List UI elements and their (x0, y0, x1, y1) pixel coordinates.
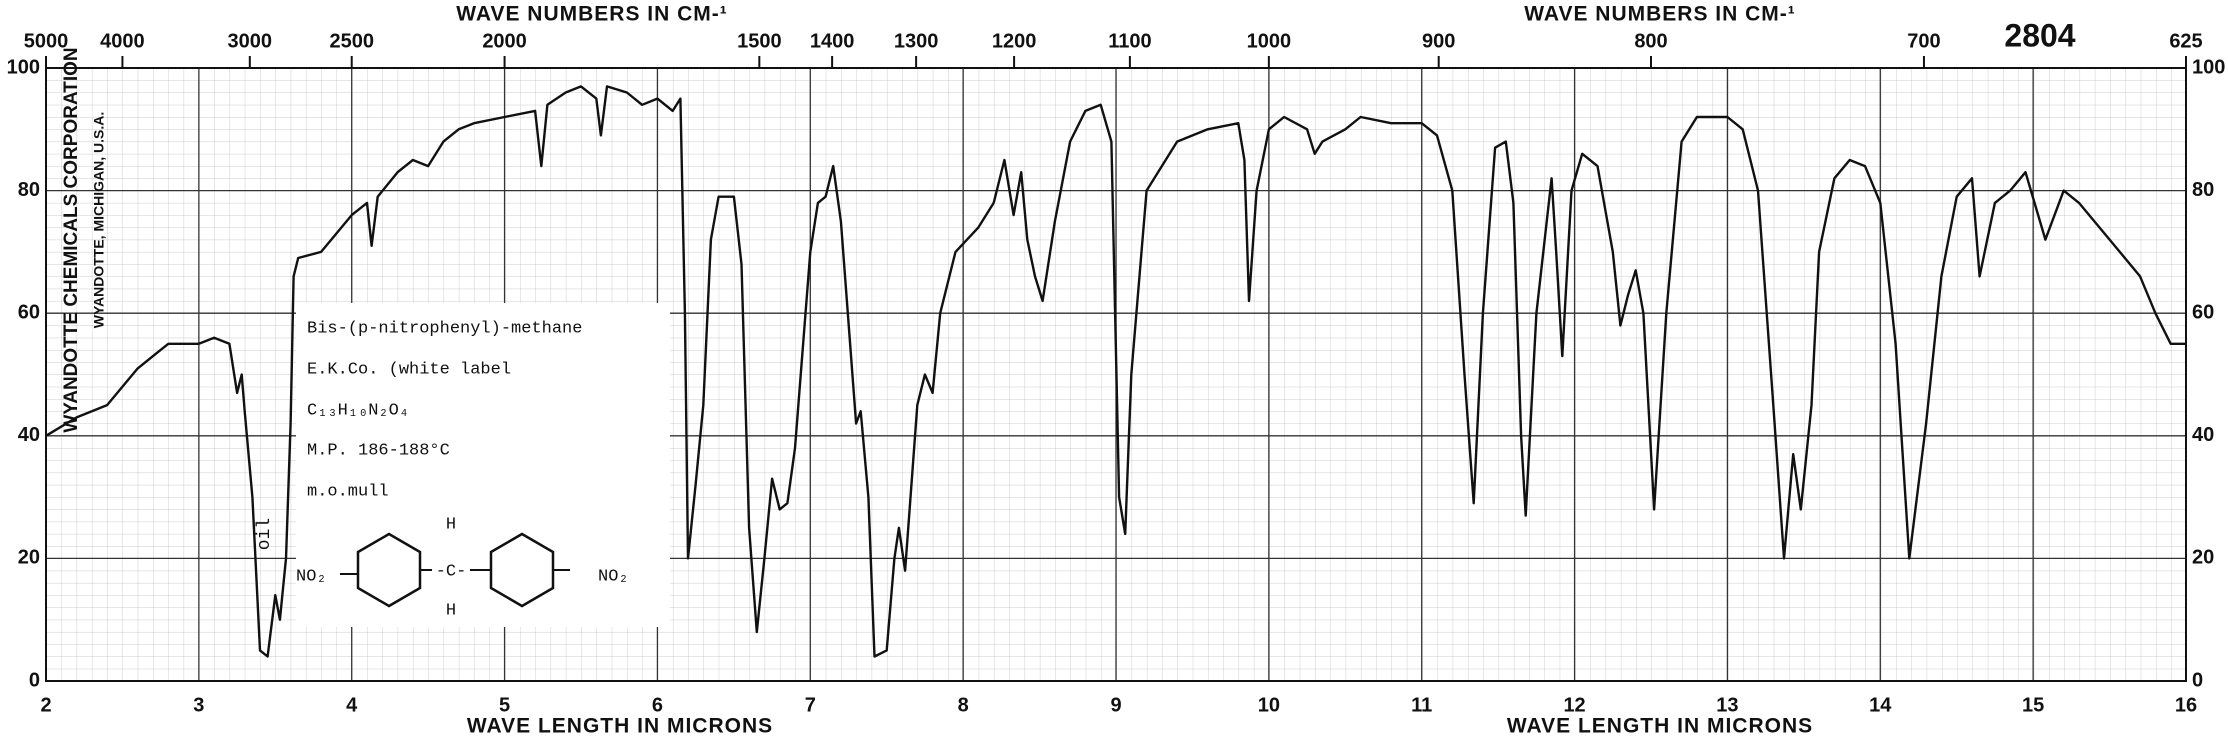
structure-label: H (446, 515, 456, 534)
x-tick-label: 3 (193, 694, 204, 716)
x-tick-label: 2 (40, 694, 51, 716)
company: WYANDOTTE CHEMICALS CORPORATION (61, 47, 82, 432)
y-tick-label: 0 (29, 669, 40, 691)
x2-tick-label: 700 (1907, 30, 1940, 52)
benzene-ring (489, 532, 555, 608)
y-tick-label: 0 (2192, 669, 2203, 691)
y-tick-label: 80 (2192, 179, 2214, 201)
x2-tick-label: 2500 (329, 30, 374, 52)
bonds (340, 569, 570, 575)
x2-tick-label: 625 (2169, 30, 2202, 52)
x2-tick-label: 4000 (100, 30, 145, 52)
x-axis-label: WAVE LENGTH IN MICRONS (467, 715, 773, 738)
benzene-ring (356, 532, 422, 608)
x-tick-label: 16 (2175, 694, 2197, 716)
y-tick-label: 100 (7, 56, 40, 78)
x2-tick-label: 1300 (894, 30, 939, 52)
x-tick-label: 15 (2022, 694, 2044, 716)
x2-tick-label: 1100 (1108, 30, 1151, 52)
annotation: oil (255, 518, 275, 550)
y-tick-label: 20 (2192, 547, 2214, 569)
y-tick-label: 60 (2192, 301, 2214, 323)
x-tick-label: 14 (1869, 694, 1892, 716)
x-tick-label: 13 (1716, 694, 1738, 716)
structure-label: NO₂ (296, 567, 327, 586)
x-tick-label: 6 (652, 694, 663, 716)
plot-frame (45, 67, 2187, 682)
x2-axis-label: WAVE NUMBERS IN CM-¹ (1524, 3, 1796, 26)
sample-mp: M.P. 186-188°C (307, 441, 450, 460)
y-tick-label: 40 (18, 424, 40, 446)
x2-tick-label: 1000 (1247, 30, 1292, 52)
sample-source: E.K.Co. (white label (307, 360, 511, 379)
y-tick-label: 20 (18, 547, 40, 569)
x-tick-label: 7 (805, 694, 816, 716)
x-tick-label: 5 (499, 694, 510, 716)
x-tick-label: 10 (1258, 694, 1280, 716)
x2-tick-label: 1500 (737, 30, 782, 52)
sample-method: m.o.mull (307, 482, 389, 501)
sample-inset: Bis-(p-nitrophenyl)-methane E.K.Co. (whi… (296, 303, 670, 627)
sample-formula: C₁₃H₁₀N₂O₄ (307, 401, 409, 420)
structure-label: NO₂ (598, 567, 629, 586)
x2-tick-label: 2000 (482, 30, 527, 52)
company-location: WYANDOTTE, MICHIGAN, U.S.A. (91, 112, 107, 329)
x-axis-label: WAVE LENGTH IN MICRONS (1507, 715, 1813, 738)
y-tick-label: 100 (2192, 56, 2225, 78)
x2-tick-label: 900 (1422, 30, 1455, 52)
y-tick-label: 80 (18, 179, 40, 201)
x2-tick-label: 3000 (228, 30, 273, 52)
y-tick-label: 40 (2192, 424, 2214, 446)
x2-tick-label: 5000 (24, 30, 69, 52)
x-tick-label: 8 (958, 694, 969, 716)
x2-axis-label: WAVE NUMBERS IN CM-¹ (456, 3, 728, 26)
x-tick-label: 12 (1563, 694, 1585, 716)
x2-tick-label: 1400 (810, 30, 855, 52)
structure-label: H (446, 601, 456, 620)
x-tick-label: 9 (1110, 694, 1121, 716)
x-tick-label: 11 (1411, 694, 1432, 716)
y-tick-label: 60 (18, 301, 40, 323)
x-tick-label: 4 (346, 694, 358, 716)
x2-tick-label: 800 (1634, 30, 1667, 52)
x2-tick-label: 1200 (992, 30, 1037, 52)
structure-label: -C- (436, 562, 467, 581)
spectrum-line (45, 85, 2186, 658)
catalog-number: 2804 (2004, 17, 2075, 53)
sample-name: Bis-(p-nitrophenyl)-methane (307, 319, 582, 338)
